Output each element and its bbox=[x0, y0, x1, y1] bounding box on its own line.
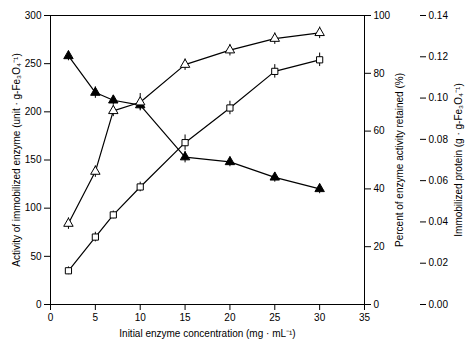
svg-text:0.12: 0.12 bbox=[429, 51, 449, 62]
svg-text:150: 150 bbox=[25, 154, 42, 165]
svg-text:35: 35 bbox=[359, 312, 371, 323]
svg-text:0.10: 0.10 bbox=[429, 92, 449, 103]
svg-text:0: 0 bbox=[374, 299, 380, 310]
svg-text:15: 15 bbox=[180, 312, 192, 323]
svg-text:0.00: 0.00 bbox=[429, 299, 449, 310]
svg-text:20: 20 bbox=[374, 241, 386, 252]
svg-text:Immobilized protein (g · g-Fe₃: Immobilized protein (g · g-Fe₃O₄⁻¹) bbox=[453, 83, 464, 236]
svg-text:250: 250 bbox=[25, 58, 42, 69]
svg-text:10: 10 bbox=[135, 312, 147, 323]
svg-text:0.08: 0.08 bbox=[429, 134, 449, 145]
svg-text:0.14: 0.14 bbox=[429, 10, 449, 21]
svg-text:0.06: 0.06 bbox=[429, 175, 449, 186]
svg-text:100: 100 bbox=[25, 202, 42, 213]
svg-text:50: 50 bbox=[30, 251, 42, 262]
svg-text:200: 200 bbox=[25, 106, 42, 117]
svg-text:60: 60 bbox=[374, 125, 386, 136]
svg-text:80: 80 bbox=[374, 68, 386, 79]
svg-text:20: 20 bbox=[224, 312, 236, 323]
svg-text:40: 40 bbox=[374, 183, 386, 194]
svg-text:Percent of enzyme activity ret: Percent of enzyme activity retained (%) bbox=[394, 73, 405, 247]
svg-text:300: 300 bbox=[25, 10, 42, 21]
svg-text:25: 25 bbox=[269, 312, 281, 323]
svg-text:0: 0 bbox=[48, 312, 54, 323]
svg-text:Initial enzyme concentration (: Initial enzyme concentration (mg · mL⁻¹) bbox=[119, 328, 295, 339]
svg-text:Activity of immobilized enzyme: Activity of immobilized enzyme (unit · g… bbox=[11, 53, 22, 266]
svg-text:100: 100 bbox=[374, 10, 391, 21]
svg-text:0: 0 bbox=[36, 299, 42, 310]
svg-text:0.04: 0.04 bbox=[429, 216, 449, 227]
svg-text:5: 5 bbox=[93, 312, 99, 323]
svg-text:30: 30 bbox=[314, 312, 326, 323]
svg-text:0.02: 0.02 bbox=[429, 257, 449, 268]
